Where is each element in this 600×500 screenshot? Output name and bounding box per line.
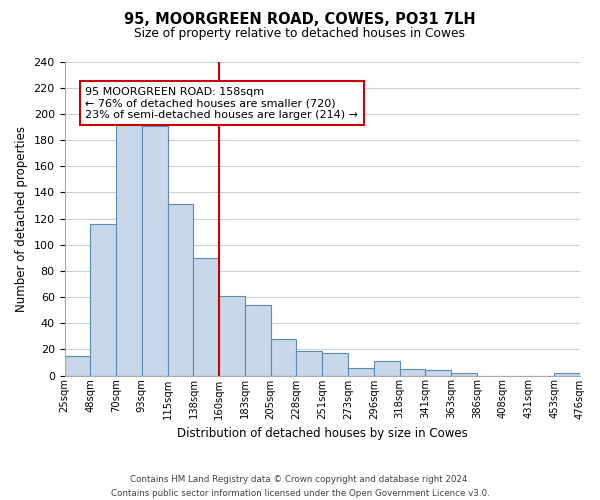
Bar [65, 356, 91, 376]
Bar [425, 370, 451, 376]
Bar [193, 258, 219, 376]
Bar [451, 373, 477, 376]
Bar [167, 204, 193, 376]
Bar [142, 126, 167, 376]
Bar [271, 339, 296, 376]
Bar [554, 373, 580, 376]
Bar [116, 116, 142, 376]
Text: 95, MOORGREEN ROAD, COWES, PO31 7LH: 95, MOORGREEN ROAD, COWES, PO31 7LH [124, 12, 476, 28]
Bar [219, 296, 245, 376]
Y-axis label: Number of detached properties: Number of detached properties [15, 126, 28, 312]
Bar [91, 224, 116, 376]
X-axis label: Distribution of detached houses by size in Cowes: Distribution of detached houses by size … [177, 427, 467, 440]
Bar [348, 368, 374, 376]
Bar [400, 369, 425, 376]
Bar [322, 354, 348, 376]
Text: Contains HM Land Registry data © Crown copyright and database right 2024.
Contai: Contains HM Land Registry data © Crown c… [110, 476, 490, 498]
Text: Size of property relative to detached houses in Cowes: Size of property relative to detached ho… [134, 28, 466, 40]
Text: 95 MOORGREEN ROAD: 158sqm
← 76% of detached houses are smaller (720)
23% of semi: 95 MOORGREEN ROAD: 158sqm ← 76% of detac… [85, 86, 358, 120]
Bar [245, 305, 271, 376]
Bar [296, 350, 322, 376]
Bar [374, 361, 400, 376]
